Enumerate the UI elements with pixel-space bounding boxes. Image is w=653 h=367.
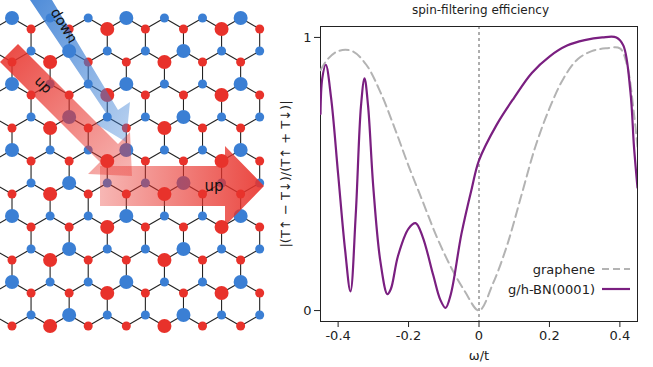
html-text:graphene: graphene [532, 261, 595, 277]
svg-text:-0.2: -0.2 [396, 328, 421, 343]
svg-text:0: 0 [475, 328, 483, 343]
svg-text:|(T↑ − T↓)/(T↑ + T↓)|: |(T↑ − T↓)/(T↑ + T↓)| [278, 100, 293, 247]
svg-text:down: down [48, 5, 81, 46]
svg-text:0.2: 0.2 [539, 328, 560, 343]
svg-text:1: 1 [303, 30, 311, 45]
html-text:spin-filtering efficiency: spin-filtering efficiency [412, 3, 549, 17]
html-text:g/h-BN(0001): g/h-BN(0001) [508, 281, 595, 297]
svg-text:0: 0 [303, 303, 311, 318]
svg-text:up: up [32, 73, 56, 97]
svg-text:up: up [204, 177, 223, 195]
svg-text:0.4: 0.4 [610, 328, 631, 343]
svg-text:ω/t: ω/t [469, 348, 489, 363]
svg-text:-0.4: -0.4 [325, 328, 350, 343]
